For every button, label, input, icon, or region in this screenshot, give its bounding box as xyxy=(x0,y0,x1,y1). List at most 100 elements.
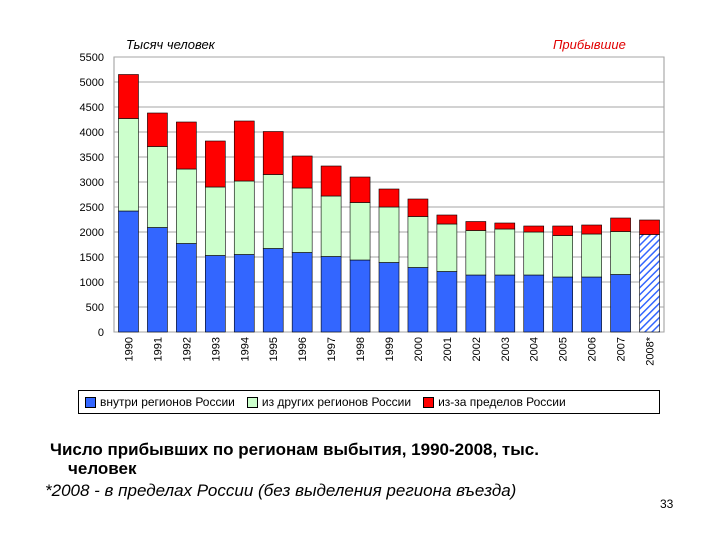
bar-within-regions-2001 xyxy=(436,271,458,333)
legend-item-abroad: из-за пределов России xyxy=(423,395,566,409)
x-tick-label: 2007 xyxy=(616,337,628,361)
bar-within-regions-1990 xyxy=(118,210,139,333)
bar-abroad-2001 xyxy=(436,214,458,225)
y-tick-label: 1500 xyxy=(80,252,104,264)
bar-abroad-2003 xyxy=(494,222,516,230)
bar-within-regions-2008 xyxy=(639,234,660,333)
bar-other-regions-1994 xyxy=(233,180,255,255)
bar-chart: 0 500 1000 1500 2000 2500 3000 3500 4000 4500 5000… xyxy=(80,52,665,366)
y-tick-label: 500 xyxy=(86,302,104,314)
y-axis-ticks: 0 500 1000 1500 2000 2500 3000 3500 4000 4500 5000… xyxy=(80,52,104,339)
bar-within-regions-1999 xyxy=(378,262,400,333)
x-tick-label: 1995 xyxy=(268,337,280,361)
legend-swatch-other-regions xyxy=(246,396,258,408)
bar-within-regions-1992 xyxy=(176,243,197,333)
legend-item-other-regions: из других регионов России xyxy=(246,395,411,409)
bar-abroad-1998 xyxy=(349,176,371,203)
bar-abroad-1995 xyxy=(262,131,284,175)
x-tick-label: 1997 xyxy=(326,337,338,361)
bar-other-regions-1991 xyxy=(147,146,168,228)
x-tick-label: 2004 xyxy=(529,337,541,361)
bar-abroad-2006 xyxy=(581,224,602,235)
bar-within-regions-1996 xyxy=(291,252,313,333)
legend: внутри регионов России из других регионо… xyxy=(78,390,660,414)
bar-other-regions-1993 xyxy=(205,186,226,256)
chart-caption: Число прибывших по регионам выбытия, 199… xyxy=(50,440,670,478)
x-tick-label: 1992 xyxy=(181,337,193,361)
y-tick-label: 4000 xyxy=(80,127,104,139)
bar-abroad-2004 xyxy=(523,225,545,233)
legend-swatch-abroad xyxy=(423,396,435,408)
x-tick-label: 1993 xyxy=(210,337,222,361)
x-tick-label: 1994 xyxy=(239,337,251,361)
x-axis-ticks: 1990 1991 1992 1993 1994 1995 1996 1997 1998 1999… xyxy=(123,336,656,365)
bar-abroad-2007 xyxy=(610,217,631,232)
bar-abroad-1999 xyxy=(378,188,400,208)
bar-other-regions-1995 xyxy=(262,174,284,249)
y-tick-label: 5000 xyxy=(80,77,104,89)
x-tick-label: 2002 xyxy=(471,337,483,361)
legend-swatch-within-regions xyxy=(85,396,96,408)
x-tick-label: 2003 xyxy=(500,337,512,361)
bar-within-regions-2000 xyxy=(407,267,429,333)
bar-within-regions-2007 xyxy=(610,274,631,333)
bar-within-regions-1997 xyxy=(320,256,342,333)
x-tick-label: 2005 xyxy=(558,337,570,361)
bar-within-regions-1995 xyxy=(262,248,284,333)
y-tick-label: 0 xyxy=(98,327,104,339)
y-tick-label: 5500 xyxy=(80,52,104,64)
bar-within-regions-2002 xyxy=(465,274,487,333)
y-tick-label: 3000 xyxy=(80,177,104,189)
bar-other-regions-2003 xyxy=(494,228,516,276)
bar-within-regions-2003 xyxy=(494,274,516,333)
bar-other-regions-1992 xyxy=(176,168,197,244)
y-tick-label: 1000 xyxy=(80,277,104,289)
chart-corner-label: Прибывшие xyxy=(553,37,626,52)
bar-within-regions-1998 xyxy=(349,259,371,333)
bar-within-regions-2006 xyxy=(581,276,602,333)
bar-abroad-2005 xyxy=(552,225,573,236)
bar-abroad-1994 xyxy=(233,120,255,182)
y-tick-label: 2500 xyxy=(80,202,104,214)
bars xyxy=(118,74,660,333)
bar-other-regions-2007 xyxy=(610,231,631,275)
bar-within-regions-1993 xyxy=(205,255,226,333)
y-axis-unit-label: Тысяч человек xyxy=(126,37,215,52)
bar-other-regions-2004 xyxy=(523,231,545,276)
bar-abroad-2000 xyxy=(407,198,429,217)
bar-other-regions-2002 xyxy=(465,230,487,276)
page-number: 33 xyxy=(660,497,674,511)
bar-within-regions-2005 xyxy=(552,276,573,333)
legend-item-within-regions: внутри регионов России xyxy=(85,395,235,409)
x-tick-label: 2001 xyxy=(442,337,454,361)
x-tick-label: 1999 xyxy=(384,337,396,361)
footnote: *2008 - в пределах России (без выделения… xyxy=(45,481,517,500)
bar-within-regions-1991 xyxy=(147,227,168,333)
y-tick-label: 2000 xyxy=(80,227,104,239)
bar-abroad-1996 xyxy=(291,155,313,189)
bar-other-regions-2006 xyxy=(581,233,602,278)
legend-label-within-regions: внутри регионов России xyxy=(100,395,235,409)
bar-abroad-1990 xyxy=(118,74,139,119)
bar-within-regions-1994 xyxy=(233,254,255,333)
bar-abroad-1993 xyxy=(205,140,226,188)
bar-other-regions-1998 xyxy=(349,202,371,261)
x-tick-label: 1998 xyxy=(355,337,367,361)
bar-other-regions-1997 xyxy=(320,195,342,257)
x-tick-label: 1990 xyxy=(123,337,135,361)
bar-other-regions-2000 xyxy=(407,216,429,268)
x-tick-label: 1996 xyxy=(297,337,309,361)
bar-other-regions-1990 xyxy=(118,118,139,212)
caption-line-2: человек xyxy=(68,459,137,478)
x-tick-label: 2000 xyxy=(413,337,425,361)
bar-other-regions-2005 xyxy=(552,235,573,278)
bar-abroad-2008 xyxy=(639,219,660,235)
legend-label-abroad: из-за пределов России xyxy=(438,395,566,409)
bar-abroad-2002 xyxy=(465,221,487,231)
bar-abroad-1997 xyxy=(320,165,342,197)
y-tick-label: 3500 xyxy=(80,152,104,164)
bar-other-regions-1996 xyxy=(291,187,313,253)
x-tick-label: 2006 xyxy=(587,337,599,361)
bar-within-regions-2004 xyxy=(523,274,545,333)
bar-abroad-1991 xyxy=(147,112,168,147)
